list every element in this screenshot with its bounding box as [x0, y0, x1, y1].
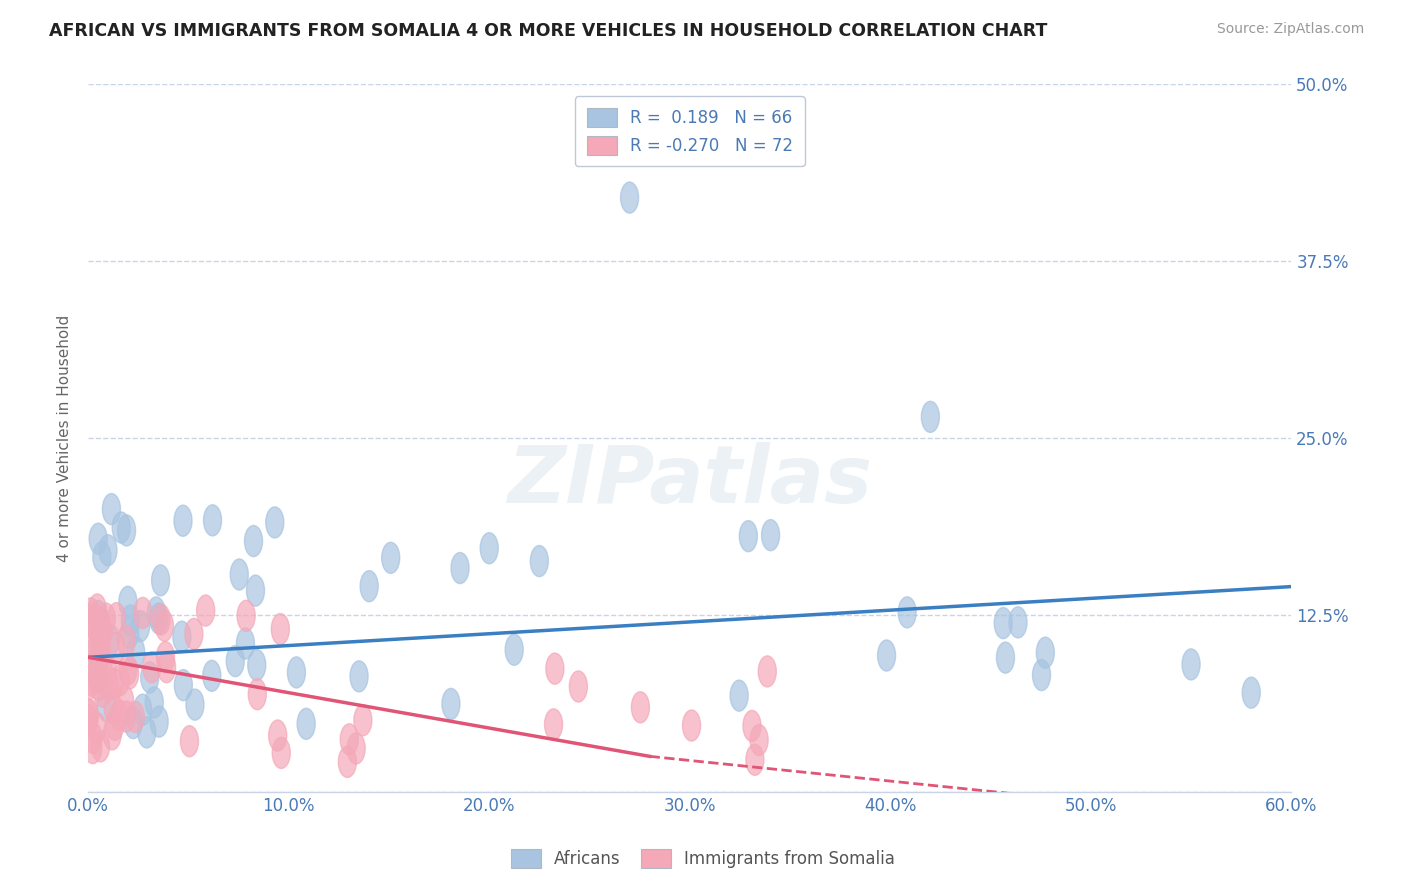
Legend: R =  0.189   N = 66, R = -0.270   N = 72: R = 0.189 N = 66, R = -0.270 N = 72 [575, 96, 804, 167]
Text: Source: ZipAtlas.com: Source: ZipAtlas.com [1216, 22, 1364, 37]
Legend: Africans, Immigrants from Somalia: Africans, Immigrants from Somalia [505, 842, 901, 875]
Y-axis label: 4 or more Vehicles in Household: 4 or more Vehicles in Household [58, 315, 72, 562]
Text: AFRICAN VS IMMIGRANTS FROM SOMALIA 4 OR MORE VEHICLES IN HOUSEHOLD CORRELATION C: AFRICAN VS IMMIGRANTS FROM SOMALIA 4 OR … [49, 22, 1047, 40]
Text: ZIPatlas: ZIPatlas [508, 442, 872, 519]
